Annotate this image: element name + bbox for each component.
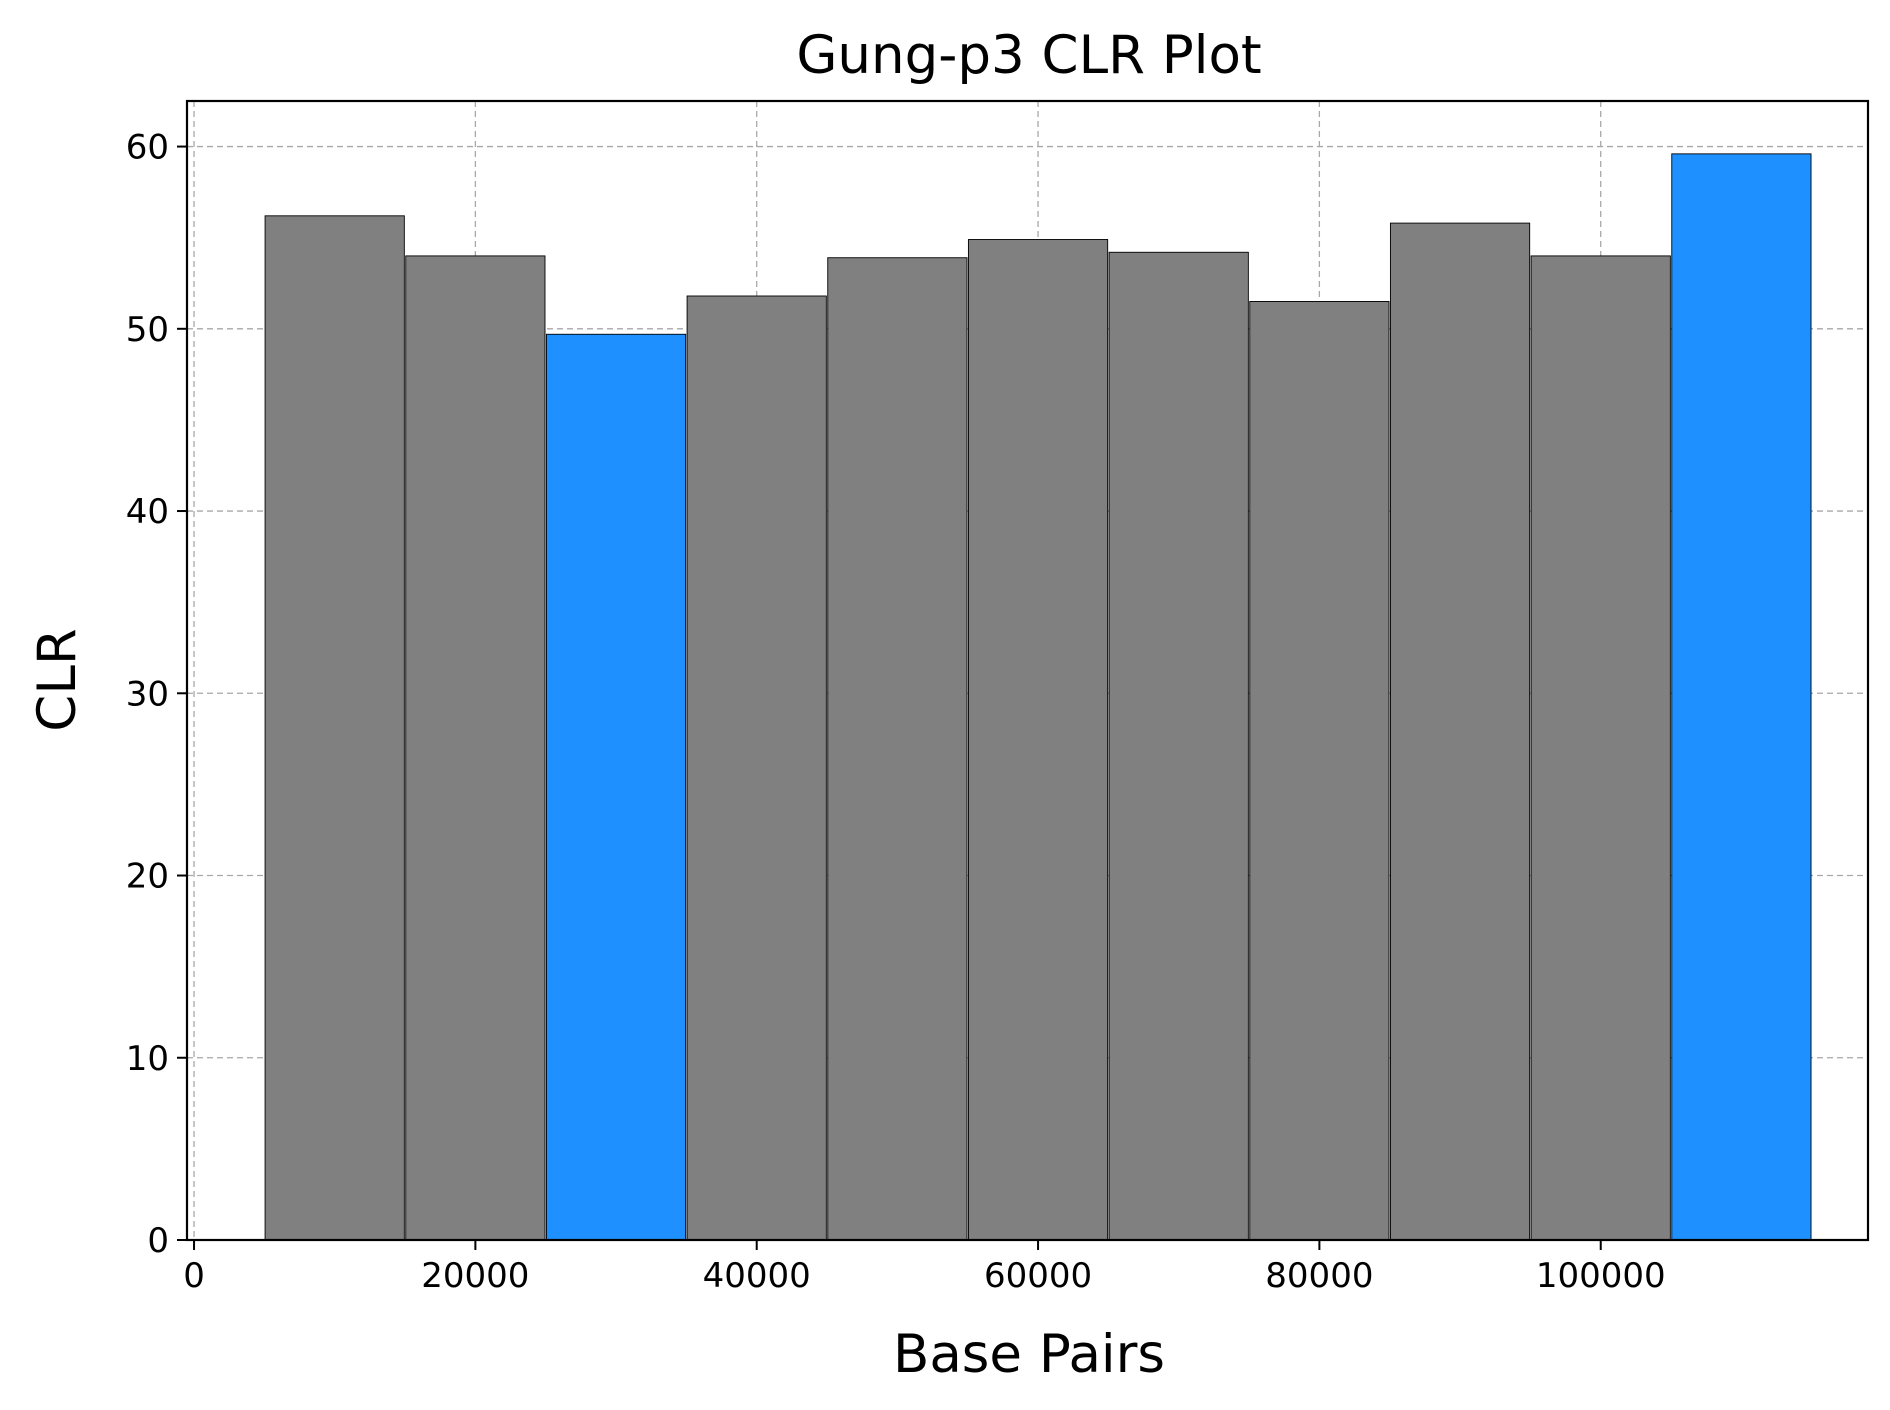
bar-6 — [1108, 251, 1249, 1241]
bar-1 — [405, 255, 546, 1241]
x-tick-label-2: 40000 — [703, 1256, 811, 1296]
bar-10 — [1671, 153, 1812, 1241]
y-tick-label-5: 50 — [126, 310, 169, 350]
bar-0 — [264, 215, 405, 1241]
bar-2 — [545, 333, 687, 1241]
bar-3 — [686, 295, 827, 1241]
axes-layer: 0 20000 40000 60000 80000 100000 0 10 20 30 40 50 60 — [126, 99, 1870, 1296]
bar-5 — [967, 239, 1109, 1241]
y-tick-label-2: 20 — [126, 857, 169, 897]
chart-title: Gung-p3 CLR Plot — [796, 25, 1261, 86]
y-axis-label: CLR — [27, 628, 88, 731]
x-axis-label: Base Pairs — [893, 1324, 1165, 1385]
y-tick-label-6: 60 — [126, 128, 169, 168]
x-tick-label-0: 0 — [183, 1256, 205, 1296]
y-tick-label-4: 40 — [126, 492, 169, 532]
bar-8 — [1389, 222, 1531, 1241]
x-tick-label-1: 20000 — [421, 1256, 529, 1296]
x-tick-label-4: 80000 — [1265, 1256, 1373, 1296]
x-tick-label-3: 60000 — [984, 1256, 1092, 1296]
x-tick-label-5: 100000 — [1536, 1256, 1666, 1296]
bars-layer — [264, 153, 1812, 1241]
bar-7 — [1249, 301, 1390, 1241]
bar-4 — [827, 257, 968, 1241]
plot-frame — [185, 99, 1870, 1242]
y-tick-label-3: 30 — [126, 674, 169, 714]
y-tick-label-1: 10 — [126, 1039, 169, 1079]
bar-9 — [1530, 255, 1671, 1241]
y-tick-label-0: 0 — [147, 1221, 169, 1261]
